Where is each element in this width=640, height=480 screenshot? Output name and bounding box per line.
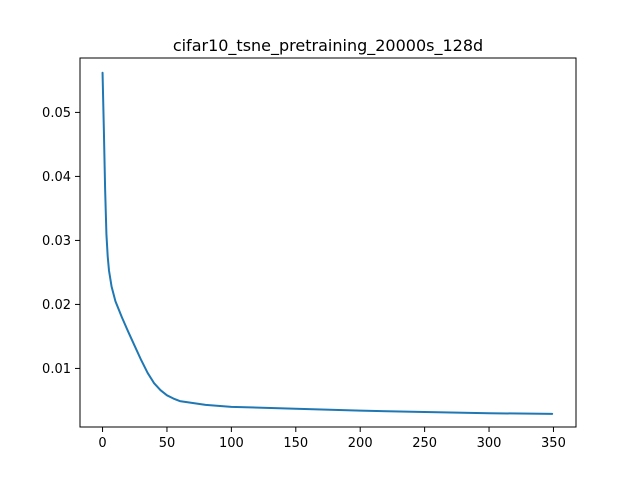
x-tick-label: 50 (159, 436, 176, 451)
axes: 0 50 100 150 200 250 300 350 0.01 0.02 0.03 0.04 0.0… (42, 57, 577, 451)
series-line-0 (101, 71, 554, 415)
x-tick-label: 150 (283, 436, 308, 451)
y-tick-label: 0.01 (42, 362, 71, 377)
axes-frame (79, 57, 577, 428)
x-tick-label: 300 (477, 436, 502, 451)
x-tick-label: 200 (348, 436, 373, 451)
x-tick-label: 0 (98, 436, 106, 451)
y-tick-label: 0.04 (42, 170, 71, 185)
y-tick-label: 0.02 (42, 298, 71, 313)
plot-area (101, 71, 554, 415)
y-tick-label: 0.03 (42, 234, 71, 249)
y-tick-label: 0.05 (42, 106, 71, 121)
x-tick-label: 350 (541, 436, 566, 451)
chart-title: cifar10_tsne_pretraining_20000s_128d (173, 36, 483, 56)
x-tick-label: 250 (412, 436, 437, 451)
x-tick-label: 100 (219, 436, 244, 451)
